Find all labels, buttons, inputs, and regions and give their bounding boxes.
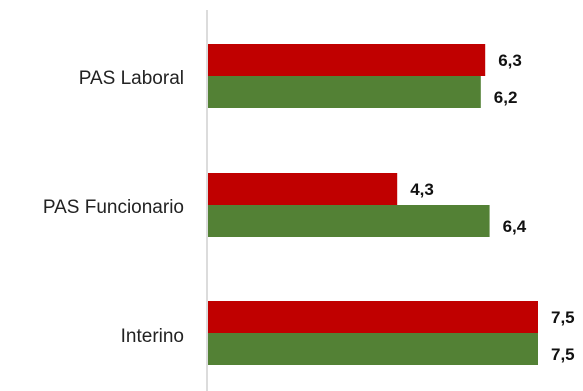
value-label-pas-funcionario-green: 6,4: [503, 217, 527, 236]
category-label-pas-laboral: PAS Laboral: [79, 68, 184, 89]
bar-interino-red: [208, 301, 538, 333]
category-label-pas-funcionario: PAS Funcionario: [43, 197, 184, 218]
value-label-pas-laboral-red: 6,3: [498, 51, 522, 70]
bar-interino-green: [208, 333, 538, 365]
category-label-interino: Interino: [121, 326, 184, 347]
value-label-pas-funcionario-red: 4,3: [410, 180, 434, 199]
value-label-pas-laboral-green: 6,2: [494, 88, 518, 107]
value-label-interino-green: 7,5: [551, 345, 575, 364]
bar-pas-funcionario-green: [208, 205, 490, 237]
bar-pas-funcionario-red: [208, 173, 398, 205]
bars-group: [208, 44, 538, 365]
bar-pas-laboral-green: [208, 76, 481, 108]
value-label-interino-red: 7,5: [551, 308, 575, 327]
bar-pas-laboral-red: [208, 44, 486, 76]
